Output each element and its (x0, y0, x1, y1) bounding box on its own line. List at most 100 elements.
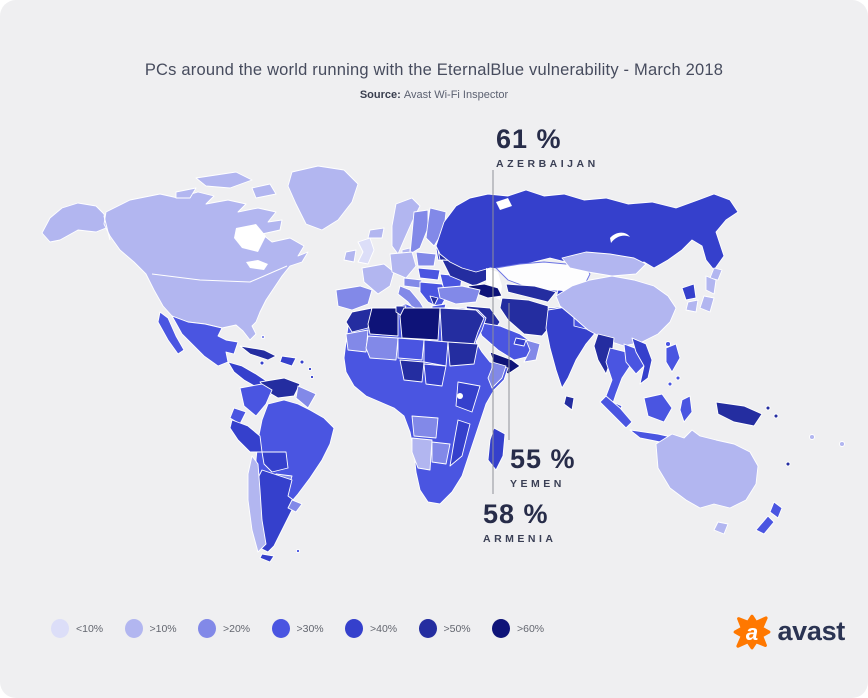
mongolia (561, 251, 647, 277)
legend-color-swatch (418, 619, 437, 638)
australia (655, 429, 759, 509)
legend-label: >40% (370, 622, 398, 635)
region-southeast-asia-oceania (593, 333, 845, 535)
arctic-islands (195, 171, 253, 189)
puerto-rico (299, 359, 305, 365)
iberia (335, 285, 373, 311)
turkmen-uzbek (505, 283, 557, 303)
new-zealand-south (755, 515, 775, 535)
region-south-america (229, 377, 335, 563)
philippines-south (667, 381, 673, 387)
albania (429, 295, 439, 307)
nigeria (399, 359, 425, 383)
region-north-america (41, 165, 385, 397)
legend-color-swatch (492, 619, 510, 638)
niger (397, 337, 425, 361)
annotation-yemen: 55 % YEMEN (510, 446, 576, 491)
finland (425, 207, 447, 247)
falklands (295, 548, 301, 554)
uruguay (287, 499, 303, 513)
antilles (309, 374, 315, 380)
source-value: Avast Wi-Fi Inspector (403, 89, 509, 101)
botswana (431, 441, 451, 465)
legend-color-swatch (345, 619, 363, 638)
morocco (345, 307, 373, 333)
france (361, 263, 395, 295)
hispaniola (279, 355, 297, 367)
fiji (809, 434, 815, 440)
legend-item: >20% (198, 619, 272, 638)
new-caledonia (785, 461, 791, 467)
region-africa (343, 303, 509, 505)
antilles (307, 366, 313, 372)
legend-item: >30% (271, 619, 346, 638)
annotation-azerbaijan: 61 % AZERBAIJAN (496, 126, 599, 171)
legend-item: >60% (492, 619, 566, 638)
mexico (171, 315, 239, 367)
turkey (437, 285, 481, 305)
lake-baikal (610, 232, 630, 243)
us-canada-border (151, 265, 288, 283)
hudson-bay (234, 224, 266, 252)
bahamas (260, 334, 266, 340)
peru (229, 419, 263, 453)
new-britain (765, 405, 771, 411)
cameroon-car (423, 363, 447, 387)
north-korea (681, 283, 697, 301)
legend-label: >60% (517, 622, 545, 635)
yemen-label: YEMEN (510, 478, 565, 490)
japan-kyushu (699, 295, 715, 313)
algeria (367, 307, 399, 337)
legend-color-swatch (51, 619, 69, 638)
kenya-tanzania (455, 381, 481, 413)
poland (415, 251, 437, 267)
legend-label: >10% (149, 622, 177, 635)
china (555, 275, 677, 347)
jamaica (259, 360, 265, 366)
sudan (447, 341, 479, 367)
cuba (239, 345, 277, 361)
arctic-islands (251, 183, 277, 199)
tasmania (713, 521, 729, 535)
sweden (409, 209, 429, 255)
legend-item: <10% (51, 619, 125, 638)
canada-usa (103, 191, 309, 341)
taiwan (665, 341, 671, 347)
oman (523, 339, 541, 363)
arctic-islands (175, 187, 197, 199)
pacific-isle (839, 441, 845, 447)
greenland (287, 165, 359, 231)
avast-burst-icon: a (734, 614, 771, 650)
annotation-armenia: 58 % ARMENIA (483, 499, 557, 546)
iran (499, 297, 553, 337)
solomon (773, 413, 779, 419)
baja-california (157, 311, 185, 355)
sulawesi (679, 395, 693, 423)
svg-text:a: a (746, 620, 758, 645)
tierra-del-fuego (259, 553, 275, 563)
legend-color-swatch (198, 619, 216, 638)
novaya-zemlya (496, 198, 512, 210)
japan-honshu (705, 275, 717, 295)
ireland (343, 249, 357, 263)
czech-hungary (417, 267, 441, 281)
legend-color-swatch (124, 619, 143, 638)
new-zealand-north (769, 501, 783, 519)
mozambique (449, 419, 471, 467)
namibia (411, 437, 433, 471)
uae (513, 337, 527, 347)
colombia (239, 383, 273, 417)
guyanas (295, 385, 317, 409)
avast-logo: a avast (731, 610, 845, 652)
armenia-value: 58 % (483, 499, 549, 529)
borneo (643, 393, 673, 423)
alaska (41, 202, 107, 243)
legend-label: >50% (443, 622, 471, 635)
alpine (403, 277, 423, 289)
vietnam (631, 337, 653, 385)
azerbaijan-label: AZERBAIJAN (496, 158, 599, 170)
great-lakes (246, 260, 268, 270)
libya (399, 307, 441, 341)
japan-hokkaido (709, 267, 723, 281)
